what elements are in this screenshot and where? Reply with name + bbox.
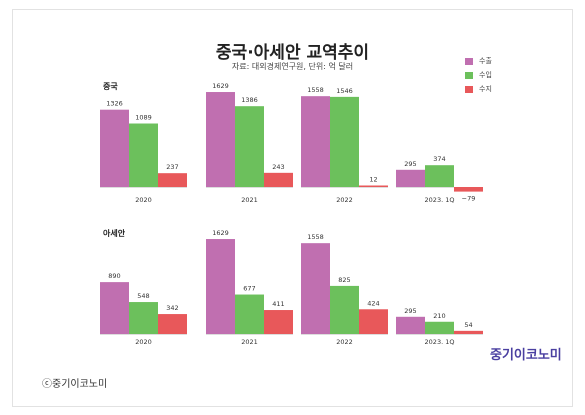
copyright-text: ⓒ중기이코노미 bbox=[42, 379, 108, 390]
data-label-balance: 411 bbox=[272, 300, 284, 308]
legend: 수출 수입 수지 bbox=[465, 54, 492, 96]
panel-label-0: 중국 bbox=[103, 82, 118, 91]
bar-import bbox=[425, 165, 454, 187]
data-label-export: 295 bbox=[404, 160, 416, 168]
bar-import bbox=[129, 302, 158, 334]
bar-import bbox=[330, 285, 359, 334]
legend-label-import: 수입 bbox=[479, 71, 492, 79]
data-label-import: 825 bbox=[338, 276, 350, 284]
data-label-import: 1546 bbox=[336, 87, 353, 95]
bar-balance bbox=[454, 330, 483, 334]
data-label-balance: 54 bbox=[464, 321, 472, 329]
bar-balance bbox=[454, 187, 483, 192]
x-tick-label: 2021 bbox=[241, 338, 258, 346]
bar-import bbox=[235, 106, 264, 187]
panel-label-1: 아세안 bbox=[103, 228, 126, 238]
data-label-import: 548 bbox=[137, 292, 149, 300]
data-label-balance: 424 bbox=[367, 299, 379, 307]
bar-import bbox=[330, 96, 359, 187]
bar-export bbox=[301, 96, 330, 187]
legend-swatch-export bbox=[465, 57, 473, 65]
data-label-export: 1558 bbox=[307, 233, 324, 241]
bar-import bbox=[129, 123, 158, 187]
bar-balance bbox=[158, 173, 187, 187]
bar-balance bbox=[264, 172, 293, 187]
bar-balance bbox=[359, 309, 388, 334]
x-tick-label: 2020 bbox=[135, 338, 152, 346]
chart-subtitle: 자료: 대외경제연구원, 단위: 억 달러 bbox=[231, 62, 354, 71]
data-label-balance: 342 bbox=[166, 304, 178, 312]
bar-export bbox=[396, 316, 425, 334]
data-label-export: 1629 bbox=[212, 229, 229, 237]
data-label-export: 1558 bbox=[307, 86, 324, 94]
data-label-import: 1386 bbox=[241, 96, 258, 104]
bar-export bbox=[206, 239, 235, 334]
bar-export bbox=[100, 109, 129, 187]
legend-swatch-balance bbox=[465, 85, 473, 93]
bar-balance bbox=[359, 185, 388, 187]
data-label-export: 295 bbox=[404, 307, 416, 315]
data-label-import: 677 bbox=[243, 285, 255, 293]
bar-export bbox=[396, 169, 425, 187]
data-label-balance: 12 bbox=[369, 176, 377, 184]
brand-logo: 중기이코노미 bbox=[490, 348, 562, 363]
legend-item-import: 수입 bbox=[465, 68, 492, 82]
data-label-export: 890 bbox=[108, 272, 120, 280]
x-tick-label: 2021 bbox=[241, 196, 258, 204]
x-tick-label: 2020 bbox=[135, 196, 152, 204]
data-label-balance: −79 bbox=[462, 195, 476, 203]
data-label-import: 210 bbox=[433, 312, 445, 320]
legend-label-export: 수출 bbox=[479, 57, 492, 65]
bar-export bbox=[206, 92, 235, 187]
chart-title: 중국·아세안 교역추이 bbox=[215, 43, 370, 63]
data-label-export: 1326 bbox=[106, 100, 123, 108]
bar-balance bbox=[264, 310, 293, 334]
x-tick-label: 2023. 1Q bbox=[425, 196, 455, 204]
legend-swatch-import bbox=[465, 71, 473, 79]
data-label-export: 1629 bbox=[212, 82, 229, 90]
x-tick-label: 2022 bbox=[336, 338, 353, 346]
bar-export bbox=[100, 282, 129, 334]
legend-item-export: 수출 bbox=[465, 54, 492, 68]
chart-frame bbox=[12, 9, 573, 407]
x-tick-label: 2022 bbox=[336, 196, 353, 204]
legend-label-balance: 수지 bbox=[479, 85, 492, 93]
x-tick-label: 2023. 1Q bbox=[425, 338, 455, 346]
data-label-import: 374 bbox=[433, 155, 445, 163]
data-label-balance: 237 bbox=[166, 163, 178, 171]
data-label-balance: 243 bbox=[272, 163, 284, 171]
legend-item-balance: 수지 bbox=[465, 82, 492, 96]
bar-import bbox=[235, 294, 264, 334]
data-label-import: 1089 bbox=[135, 114, 152, 122]
bar-export bbox=[301, 243, 330, 334]
bar-import bbox=[425, 321, 454, 334]
bar-balance bbox=[158, 314, 187, 334]
